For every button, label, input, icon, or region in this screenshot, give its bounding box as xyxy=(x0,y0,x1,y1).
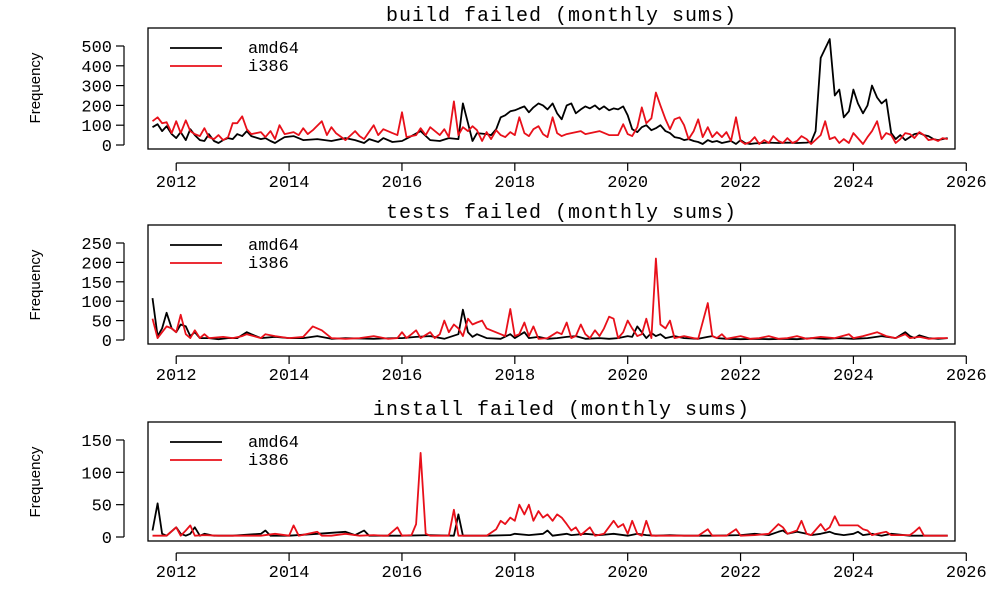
plot-box-2 xyxy=(147,224,956,345)
x-tick-label-3-3: 2018 xyxy=(494,564,535,583)
x-tick-label-1-3: 2018 xyxy=(494,174,535,193)
x-tick-label-3-7: 2026 xyxy=(946,564,987,583)
y-axis-label-1: Frequency xyxy=(27,52,44,123)
plot-box-1 xyxy=(147,27,956,150)
y-tick-label-2-3: 150 xyxy=(81,275,112,294)
y-tick-label-2-4: 200 xyxy=(81,255,112,274)
x-tick-label-3-2: 2016 xyxy=(382,564,423,583)
series-line-i386-1 xyxy=(151,91,948,145)
legend-label-i386-2: i386 xyxy=(248,255,289,274)
series-line-amd64-2 xyxy=(151,297,948,341)
x-tick-label-1-2: 2016 xyxy=(382,174,423,193)
x-tick-label-1-0: 2012 xyxy=(156,174,197,193)
x-tick-label-3-0: 2012 xyxy=(156,564,197,583)
x-tick-label-2-4: 2020 xyxy=(607,367,648,386)
x-tick-label-1-7: 2026 xyxy=(946,174,987,193)
legend-label-amd64-2: amd64 xyxy=(248,237,299,256)
y-tick-label-3-1: 50 xyxy=(92,498,112,517)
y-tick-label-1-4: 400 xyxy=(81,59,112,78)
y-tick-label-2-0: 0 xyxy=(102,333,112,352)
x-tick-label-1-4: 2020 xyxy=(607,174,648,193)
plot-box-3 xyxy=(147,421,956,542)
y-tick-label-1-2: 200 xyxy=(81,98,112,117)
y-axis-label-3: Frequency xyxy=(27,446,44,517)
x-tick-label-2-7: 2026 xyxy=(946,367,987,386)
series-line-amd64-1 xyxy=(152,38,948,145)
y-tick-label-3-3: 150 xyxy=(81,433,112,452)
chart-title-1: build failed (monthly sums) xyxy=(386,5,737,28)
x-tick-label-2-0: 2012 xyxy=(156,367,197,386)
y-tick-label-2-1: 50 xyxy=(92,314,112,333)
x-tick-label-2-1: 2014 xyxy=(269,367,310,386)
x-tick-label-3-6: 2024 xyxy=(833,564,874,583)
x-tick-label-2-2: 2016 xyxy=(382,367,423,386)
chart-title-3: install failed (monthly sums) xyxy=(373,399,750,422)
y-tick-label-2-2: 100 xyxy=(81,294,112,313)
y-tick-label-1-1: 100 xyxy=(81,118,112,137)
legend-label-i386-3: i386 xyxy=(248,452,289,471)
y-tick-label-3-0: 0 xyxy=(102,530,112,549)
x-tick-label-2-5: 2022 xyxy=(720,367,761,386)
series-line-i386-3 xyxy=(152,451,948,537)
legend-label-amd64-1: amd64 xyxy=(248,40,299,59)
series-line-i386-2 xyxy=(151,257,948,340)
x-tick-label-3-1: 2014 xyxy=(269,564,310,583)
y-tick-label-1-0: 0 xyxy=(102,138,112,157)
x-tick-label-2-3: 2018 xyxy=(494,367,535,386)
x-tick-label-1-1: 2014 xyxy=(269,174,310,193)
legend-label-i386-1: i386 xyxy=(248,58,289,77)
y-axis-label-2: Frequency xyxy=(27,249,44,320)
y-tick-label-3-2: 100 xyxy=(81,465,112,484)
x-tick-label-3-4: 2020 xyxy=(607,564,648,583)
y-tick-label-2-5: 250 xyxy=(81,236,112,255)
y-tick-label-1-5: 500 xyxy=(81,39,112,58)
chart-title-2: tests failed (monthly sums) xyxy=(386,202,737,225)
y-tick-label-1-3: 300 xyxy=(81,79,112,98)
legend-label-amd64-3: amd64 xyxy=(248,434,299,453)
series-line-amd64-3 xyxy=(151,502,948,537)
x-tick-label-3-5: 2022 xyxy=(720,564,761,583)
x-tick-label-1-5: 2022 xyxy=(720,174,761,193)
x-tick-label-2-6: 2024 xyxy=(833,367,874,386)
x-tick-label-1-6: 2024 xyxy=(833,174,874,193)
